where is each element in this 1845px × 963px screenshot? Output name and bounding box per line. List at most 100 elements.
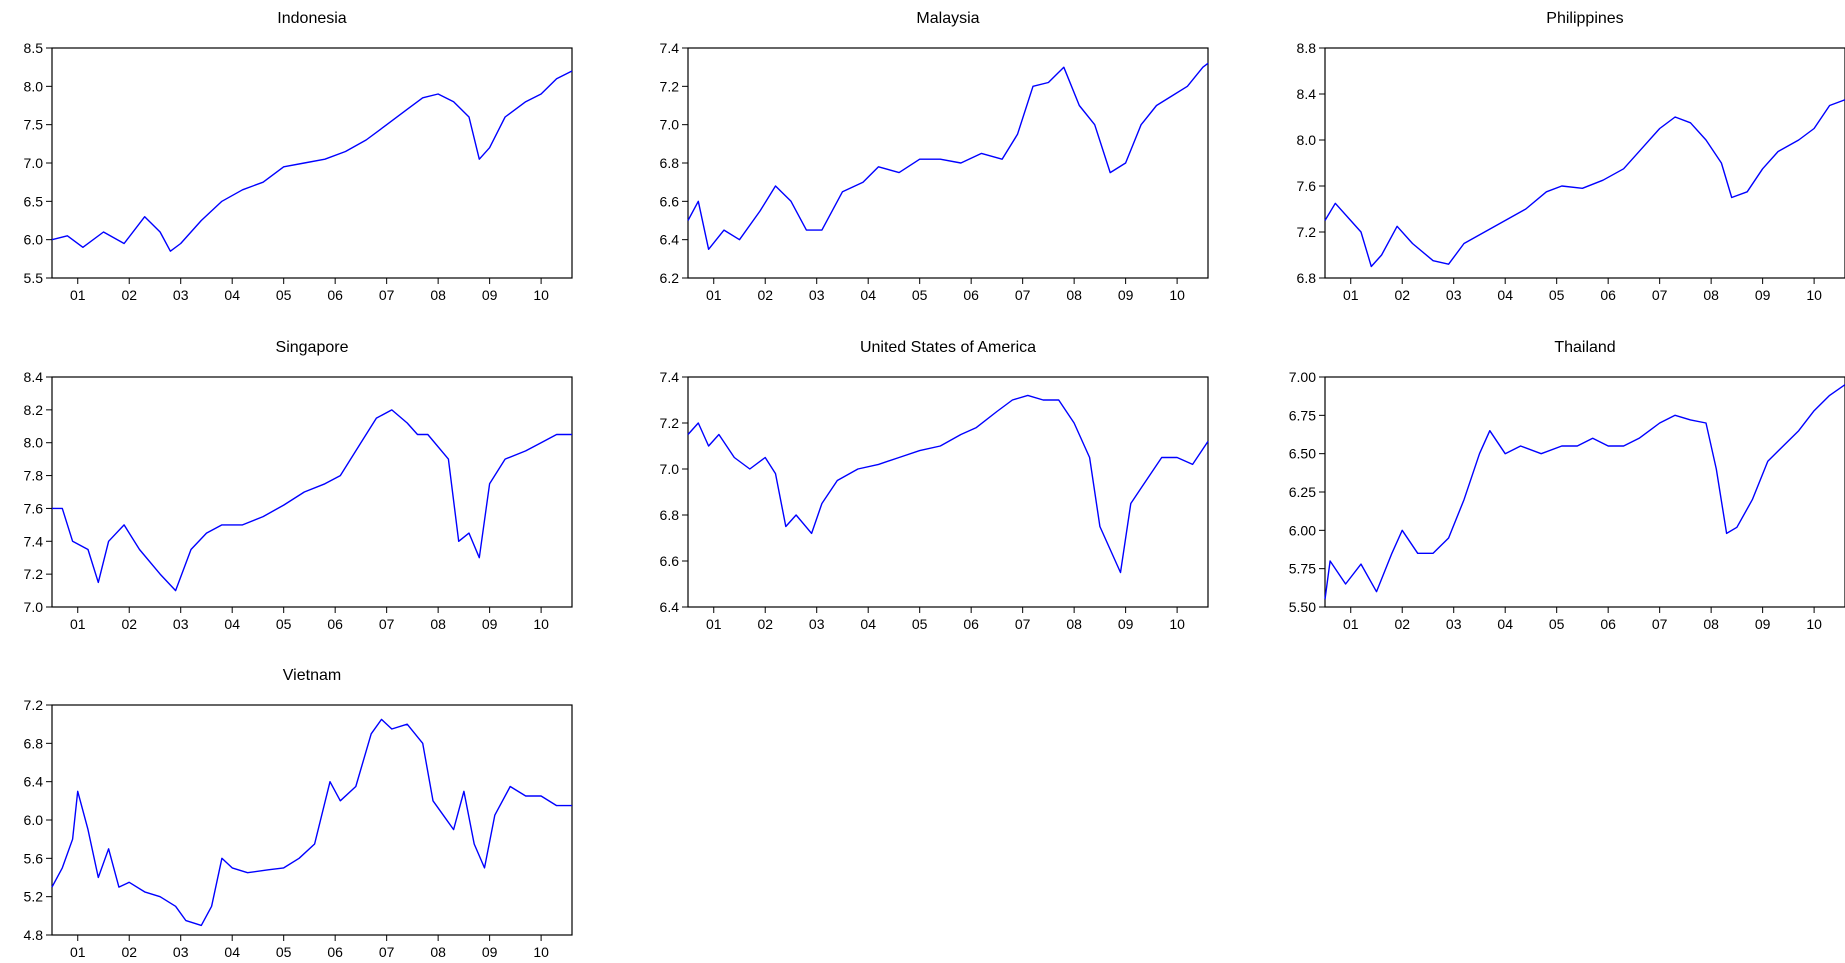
x-tick-label: 04 xyxy=(860,616,876,632)
x-tick-label: 10 xyxy=(533,944,549,960)
y-tick-label: 7.6 xyxy=(1297,178,1317,194)
x-tick-label: 01 xyxy=(1343,616,1359,632)
y-tick-label: 7.00 xyxy=(1289,369,1316,385)
y-tick-label: 8.4 xyxy=(24,369,44,385)
series-line xyxy=(1324,99,1845,268)
y-tick-label: 5.2 xyxy=(24,889,44,905)
x-tick-label: 06 xyxy=(963,287,979,303)
y-tick-label: 6.8 xyxy=(1297,270,1317,286)
y-tick-label: 7.4 xyxy=(660,369,680,385)
x-tick-label: 07 xyxy=(379,944,395,960)
series-line xyxy=(52,409,572,592)
x-tick-label: 06 xyxy=(327,944,343,960)
chart-title: Singapore xyxy=(276,339,349,356)
chart-panel-singapore: Singapore 7.0 7.2 7.4 7.6 7.8 8.0 8.2 8.4 01 02 03 0… xyxy=(24,339,573,632)
y-tick-label: 4.8 xyxy=(24,927,44,943)
y-tick-label: 6.50 xyxy=(1289,446,1316,462)
chart-title: Indonesia xyxy=(277,10,346,27)
x-tick-label: 09 xyxy=(1118,616,1134,632)
x-tick-label: 05 xyxy=(912,287,928,303)
chart-panel-vietnam: Vietnam 4.8 5.2 5.6 6.0 6.4 6.8 7.2 01 02 03 04 05 06… xyxy=(24,667,573,960)
y-tick-label: 6.0 xyxy=(24,812,44,828)
y-tick-label: 6.75 xyxy=(1289,407,1316,423)
y-tick-label: 7.0 xyxy=(24,155,44,171)
chart-title: United States of America xyxy=(860,339,1036,356)
x-tick-label: 08 xyxy=(430,944,446,960)
x-tick-label: 06 xyxy=(963,616,979,632)
y-tick-label: 8.8 xyxy=(1297,40,1317,56)
x-tick-label: 09 xyxy=(1755,616,1771,632)
y-tick-label: 5.6 xyxy=(24,850,44,866)
y-tick-label: 7.8 xyxy=(24,468,44,484)
x-tick-label: 05 xyxy=(1549,287,1565,303)
y-tick-label: 7.4 xyxy=(24,533,44,549)
y-tick-label: 8.0 xyxy=(24,435,44,451)
y-tick-label: 5.5 xyxy=(24,270,44,286)
y-tick-label: 8.4 xyxy=(1297,86,1317,102)
x-tick-label: 01 xyxy=(706,616,722,632)
y-tick-label: 7.2 xyxy=(660,415,680,431)
x-tick-label: 03 xyxy=(1446,287,1462,303)
x-tick-label: 08 xyxy=(1703,616,1719,632)
x-tick-label: 06 xyxy=(327,287,343,303)
x-tick-label: 01 xyxy=(706,287,722,303)
y-tick-label: 5.50 xyxy=(1289,599,1316,615)
chart-panel-malaysia: Malaysia 6.2 6.4 6.6 6.8 7.0 7.2 7.4 01 02 03 04 05 0… xyxy=(660,10,1209,303)
x-tick-label: 02 xyxy=(121,616,137,632)
x-tick-label: 08 xyxy=(430,616,446,632)
chart-panel-indonesia: Indonesia 5.5 6.0 6.5 7.0 7.5 8.0 8.5 01 02 03 04 05… xyxy=(24,10,573,303)
x-tick-label: 09 xyxy=(482,287,498,303)
x-tick-label: 06 xyxy=(1600,287,1616,303)
y-tick-label: 7.4 xyxy=(660,40,680,56)
x-tick-label: 07 xyxy=(1652,616,1668,632)
x-tick-label: 01 xyxy=(1343,287,1359,303)
x-tick-label: 02 xyxy=(121,287,137,303)
chart-panel-united-states-of-america: United States of America 6.4 6.6 6.8 7.0 7.2 7… xyxy=(660,339,1209,632)
y-tick-label: 7.2 xyxy=(1297,224,1317,240)
x-tick-label: 02 xyxy=(1394,616,1410,632)
plot-frame xyxy=(1324,47,1845,279)
chart-title: Malaysia xyxy=(916,10,979,27)
x-tick-label: 04 xyxy=(1497,287,1513,303)
x-tick-label: 01 xyxy=(70,944,86,960)
series-line xyxy=(51,70,573,252)
x-tick-label: 05 xyxy=(276,944,292,960)
y-tick-label: 7.6 xyxy=(24,500,44,516)
x-tick-label: 10 xyxy=(533,616,549,632)
plot-frame xyxy=(51,376,573,608)
x-tick-label: 01 xyxy=(70,616,86,632)
y-tick-label: 6.8 xyxy=(24,735,44,751)
x-tick-label: 10 xyxy=(1169,287,1185,303)
chart-title: Thailand xyxy=(1554,339,1615,356)
x-tick-label: 06 xyxy=(327,616,343,632)
x-tick-label: 07 xyxy=(1652,287,1668,303)
plot-frame xyxy=(51,47,573,279)
x-tick-label: 03 xyxy=(809,287,825,303)
y-tick-label: 8.0 xyxy=(1297,132,1317,148)
x-tick-label: 10 xyxy=(1806,287,1822,303)
y-tick-label: 6.6 xyxy=(660,193,680,209)
x-tick-label: 10 xyxy=(1169,616,1185,632)
x-tick-label: 07 xyxy=(379,616,395,632)
x-tick-label: 03 xyxy=(173,616,189,632)
plot-frame xyxy=(687,376,1209,608)
x-tick-label: 04 xyxy=(1497,616,1513,632)
x-tick-label: 07 xyxy=(379,287,395,303)
x-tick-label: 01 xyxy=(70,287,86,303)
y-tick-label: 7.0 xyxy=(660,461,680,477)
x-tick-label: 04 xyxy=(224,287,240,303)
y-tick-label: 7.5 xyxy=(24,117,44,133)
x-tick-label: 05 xyxy=(1549,616,1565,632)
x-tick-label: 02 xyxy=(757,616,773,632)
x-tick-label: 09 xyxy=(1755,287,1771,303)
x-tick-label: 08 xyxy=(1703,287,1719,303)
y-tick-label: 6.8 xyxy=(660,507,680,523)
y-tick-label: 7.0 xyxy=(24,599,44,615)
y-tick-label: 7.2 xyxy=(24,697,44,713)
x-tick-label: 07 xyxy=(1015,616,1031,632)
y-tick-label: 5.75 xyxy=(1289,561,1316,577)
y-tick-label: 6.25 xyxy=(1289,484,1316,500)
chart-title: Philippines xyxy=(1546,10,1623,27)
y-tick-label: 6.6 xyxy=(660,553,680,569)
